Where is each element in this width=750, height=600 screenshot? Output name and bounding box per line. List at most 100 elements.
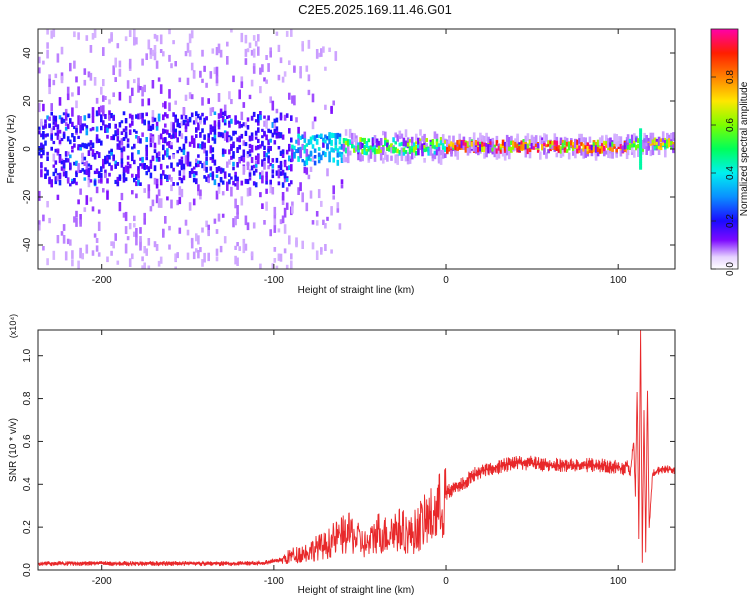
heatmap-cell — [363, 145, 366, 150]
heatmap-cell — [62, 112, 66, 116]
heatmap-cell — [213, 133, 217, 140]
heatmap-cell — [56, 149, 60, 154]
heatmap-cell — [197, 160, 200, 164]
heatmap-cell — [48, 123, 51, 128]
heatmap-cell — [172, 182, 175, 186]
heatmap-cell — [102, 110, 105, 117]
heatmap-cell — [609, 145, 612, 151]
heatmap-cell — [499, 144, 503, 148]
heatmap-cell — [71, 178, 74, 183]
heatmap-cell — [172, 40, 175, 45]
heatmap-cell — [164, 138, 167, 144]
heatmap-cell — [410, 140, 414, 151]
heatmap-cell — [60, 46, 64, 55]
heatmap-cell — [279, 160, 283, 167]
heatmap-cell — [108, 123, 111, 129]
heatmap-cell — [299, 71, 302, 79]
heatmap-cell — [172, 124, 175, 131]
heatmap-cell — [50, 146, 53, 151]
heatmap-cell — [615, 153, 618, 158]
heatmap-cell — [201, 112, 204, 117]
heatmap-cell — [433, 145, 437, 150]
heatmap-cell — [559, 137, 563, 145]
heatmap-cell — [452, 142, 455, 148]
heatmap-cell — [164, 129, 167, 134]
heatmap-cell — [153, 241, 157, 248]
heatmap-cell — [649, 142, 653, 146]
heatmap-cell — [188, 202, 192, 211]
heatmap-cell — [131, 116, 134, 125]
heatmap-cell — [446, 148, 449, 154]
heatmap-cell — [100, 86, 103, 95]
heatmap-cell — [641, 149, 644, 155]
heatmap-cell — [83, 115, 87, 121]
heatmap-cell — [297, 134, 300, 139]
heatmap-cell — [89, 45, 93, 53]
heatmap-cell — [503, 151, 507, 161]
heatmap-cell — [543, 133, 546, 141]
heatmap-cell — [541, 140, 544, 145]
snr-ylabel: SNR (10 * v/v) — [8, 418, 19, 482]
heatmap-cell — [145, 171, 148, 176]
heatmap-cell — [100, 126, 103, 131]
snr-panel: -200 -100 0 100 0.00.20.40.60.81.0 Height o… — [8, 314, 676, 596]
heatmap-cell — [135, 176, 138, 180]
heatmap-cell — [481, 139, 484, 146]
heatmap-cell — [439, 149, 443, 156]
heatmap-cell — [495, 148, 499, 154]
heatmap-cell — [565, 137, 569, 144]
heatmap-cell — [348, 150, 352, 156]
heatmap-cell — [382, 146, 385, 155]
heatmap-cell — [151, 156, 155, 161]
heatmap-cell — [336, 202, 340, 212]
heatmap-cell — [655, 144, 659, 149]
heatmap-cell — [52, 121, 56, 125]
heatmap-cell — [590, 147, 594, 154]
heatmap-cell — [423, 133, 426, 143]
heatmap-cell — [351, 132, 354, 140]
heatmap-cell — [217, 43, 221, 54]
heatmap-cell — [56, 124, 60, 130]
heatmap-cell — [149, 137, 153, 143]
heatmap-cell — [145, 144, 148, 149]
colorbar: 0.00.20.40.60.8 Normalized spectral ampl… — [710, 28, 750, 276]
heatmap-cell — [116, 143, 120, 147]
heatmap-cell — [87, 172, 91, 177]
heatmap-cell — [269, 51, 272, 58]
heatmap-cell — [135, 174, 138, 179]
heatmap-cell — [120, 138, 124, 146]
heatmap-cell — [275, 117, 279, 123]
heatmap-cell — [75, 128, 78, 133]
snr-frame — [37, 329, 676, 571]
heatmap-cell — [336, 152, 340, 158]
heatmap-cell — [299, 149, 302, 158]
heatmap-cell — [265, 118, 268, 129]
heatmap-cell — [54, 132, 58, 136]
heatmap-cell — [201, 227, 204, 233]
heatmap-cell — [468, 146, 472, 154]
heatmap-cell — [44, 119, 47, 124]
heatmap-cell — [217, 131, 221, 138]
heatmap-cell — [159, 133, 163, 140]
heatmap-cell — [244, 178, 248, 184]
heatmap-cell — [95, 168, 99, 174]
heatmap-cell — [182, 143, 186, 150]
heatmap-cell — [236, 147, 239, 153]
heatmap-cell — [250, 157, 254, 164]
heatmap-cell — [279, 164, 283, 171]
heatmap-cell — [651, 139, 655, 143]
heatmap-cell — [110, 150, 113, 156]
heatmap-cell — [290, 164, 293, 172]
heatmap-cell — [54, 73, 58, 79]
heatmap-cell — [281, 134, 285, 140]
heatmap-cell — [155, 152, 159, 159]
heatmap-cell — [149, 142, 153, 148]
heatmap-cell — [501, 139, 505, 146]
heatmap-cell — [213, 159, 217, 166]
heatmap-cell — [201, 141, 204, 146]
heatmap-cell — [320, 48, 323, 57]
heatmap-cell — [71, 133, 74, 138]
heatmap-cell — [151, 116, 155, 123]
heatmap-cell — [242, 122, 246, 127]
heatmap-cell — [244, 243, 248, 251]
